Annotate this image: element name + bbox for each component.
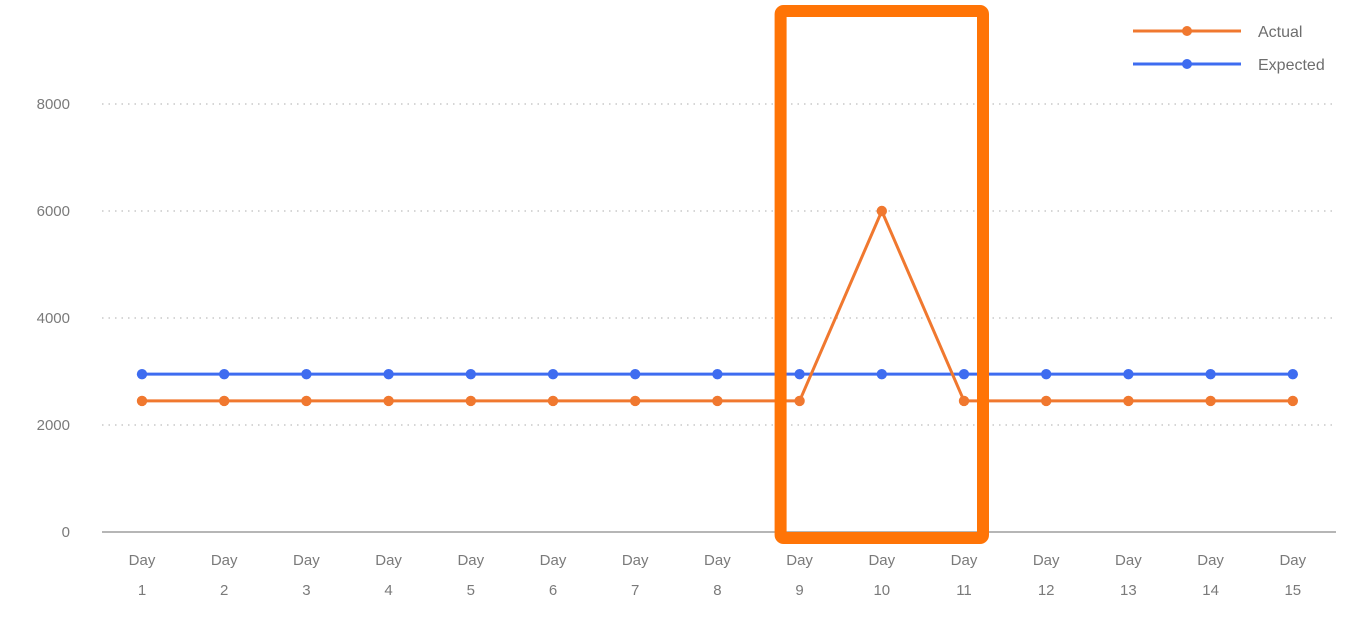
x-tick-label: 3 <box>302 582 310 599</box>
series-point <box>630 368 641 380</box>
x-tick-label: Day <box>457 552 484 569</box>
x-tick-label: Day <box>1279 552 1306 569</box>
x-tick-label: 5 <box>467 582 475 599</box>
y-tick-label: 0 <box>62 524 70 541</box>
highlight-box <box>774 5 989 544</box>
x-tick-label: Day <box>540 552 567 569</box>
x-tick-label: 15 <box>1284 582 1301 599</box>
x-tick-label: 13 <box>1120 582 1137 599</box>
series-point <box>876 205 887 217</box>
x-tick-label: Day <box>786 552 813 569</box>
y-tick-label: 4000 <box>37 310 70 327</box>
x-tick-label: Day <box>704 552 731 569</box>
series-point <box>547 395 559 407</box>
x-tick-label: 11 <box>956 582 972 599</box>
series-point <box>712 395 723 407</box>
series-point <box>876 368 887 380</box>
x-tick-label: 14 <box>1202 582 1219 599</box>
x-tick-label: Day <box>1197 552 1224 569</box>
series-point <box>1287 368 1299 380</box>
series-point <box>712 368 723 380</box>
x-tick-label: 7 <box>631 582 639 599</box>
x-tick-label: Day <box>622 552 649 569</box>
x-tick-label: 8 <box>713 582 721 599</box>
series-point <box>136 395 148 407</box>
series-point <box>958 368 970 380</box>
series-point <box>383 368 394 380</box>
series-point <box>301 395 312 407</box>
series-point <box>136 368 148 380</box>
series-point <box>1205 368 1216 380</box>
y-axis-tick-labels: 0 2000 4000 6000 8000 <box>37 96 70 541</box>
series-point <box>465 395 476 407</box>
x-tick-label: Day <box>129 552 156 569</box>
series-point <box>1123 395 1134 407</box>
x-tick-label: Day <box>951 552 978 569</box>
series-point <box>1041 368 1052 380</box>
x-tick-label: 1 <box>138 582 146 599</box>
series-point <box>1041 395 1052 407</box>
x-tick-label: Day <box>375 552 402 569</box>
x-tick-label: 4 <box>384 582 392 599</box>
series-point <box>794 395 805 407</box>
x-tick-label: Day <box>211 552 238 569</box>
legend-swatch-marker <box>1182 59 1192 69</box>
x-tick-label: Day <box>1115 552 1142 569</box>
x-tick-label: Day <box>293 552 320 569</box>
x-tick-label: 2 <box>220 582 228 599</box>
x-tick-label: 12 <box>1038 582 1055 599</box>
y-tick-label: 8000 <box>37 96 70 113</box>
legend-label: Expected <box>1258 57 1325 74</box>
series-point <box>1123 368 1134 380</box>
series-point <box>1205 395 1216 407</box>
series-point <box>383 395 394 407</box>
x-tick-label: 10 <box>873 582 890 599</box>
gridlines <box>102 103 1336 426</box>
y-tick-label: 6000 <box>37 203 70 220</box>
x-axis-tick-labels: Day 1 Day 2 Day 3 Day 4 Day 5 Day 6 Day 7 Day 8 Day 9 Day 1… <box>129 552 1307 599</box>
series-point <box>630 395 641 407</box>
legend-swatch-marker <box>1182 26 1192 36</box>
highlight-annotation <box>774 5 989 544</box>
series-point <box>301 368 312 380</box>
legend-label: Actual <box>1258 24 1302 41</box>
series-point <box>465 368 476 380</box>
series-point <box>547 368 559 380</box>
series-point <box>794 368 805 380</box>
series-point <box>219 395 230 407</box>
x-tick-label: Day <box>1033 552 1060 569</box>
series-lines <box>136 205 1299 407</box>
legend: Actual Expected <box>1133 24 1325 74</box>
series-point <box>219 368 230 380</box>
series-point <box>958 395 970 407</box>
x-tick-label: 6 <box>549 582 557 599</box>
series-point <box>1287 395 1299 407</box>
x-tick-label: Day <box>868 552 895 569</box>
x-tick-label: 9 <box>795 582 803 599</box>
y-tick-label: 2000 <box>37 417 70 434</box>
